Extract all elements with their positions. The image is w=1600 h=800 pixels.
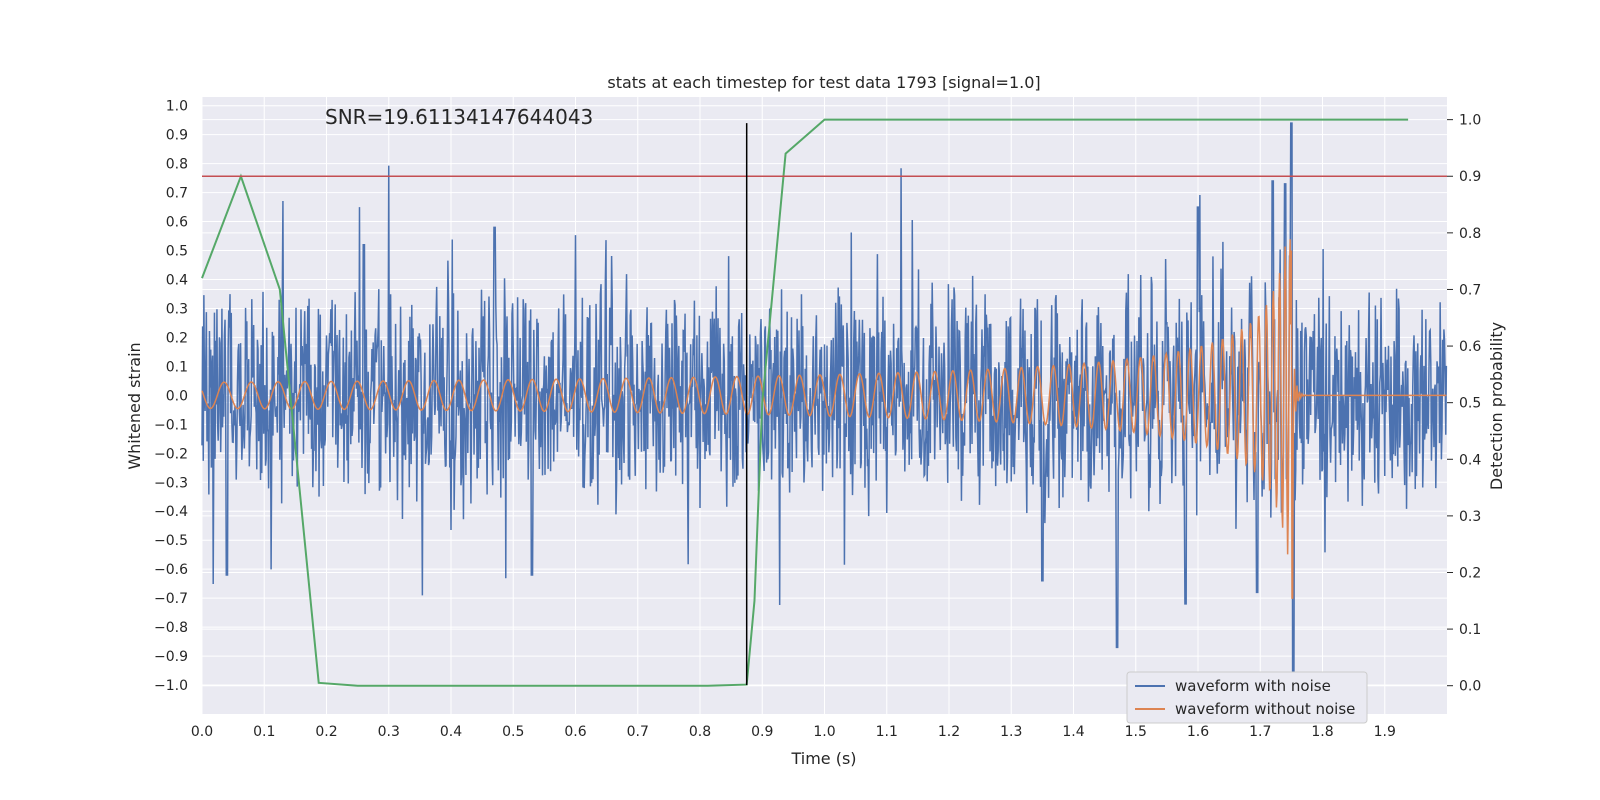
y-tick-label: 0.8 [166,157,188,173]
y-tick-label: −0.2 [154,446,188,462]
x-tick-label: 0.0 [191,724,213,740]
x-tick-label: 1.7 [1249,724,1271,740]
x-tick-label: 0.1 [253,724,275,740]
y-tick-label: 0.2 [166,330,188,346]
x-tick-label: 1.9 [1374,724,1396,740]
chart-title: stats at each timestep for test data 179… [607,73,1040,92]
y-tick-label: −0.3 [154,475,188,491]
plot-content [201,118,1448,701]
y-right-tick-label: 0.4 [1459,452,1481,468]
legend-label-noise: waveform with noise [1175,677,1331,695]
y-tick-label: 0.1 [166,359,188,375]
y-axis-label-right: Detection probability [1487,322,1506,490]
x-tick-label: 1.6 [1187,724,1209,740]
x-tick-label: 0.2 [315,724,337,740]
y-tick-label: −0.5 [154,533,188,549]
y-right-tick-label: 0.7 [1459,282,1481,298]
series-detection-probability [201,118,1409,687]
y-tick-label: 0.7 [166,186,188,202]
x-tick-label: 0.6 [564,724,586,740]
y-right-tick-label: 0.9 [1459,169,1481,185]
y-right-tick-label: 0.2 [1459,565,1481,581]
y-tick-label: 0.5 [166,244,188,260]
x-tick-label: 0.5 [502,724,524,740]
axes-ticks: 0.0 0.1 0.2 0.3 0.4 0.5 0.6 0.7 0.8 0.9 1.0 1.1 1.2 1… [154,99,1481,740]
legend: waveform with noise waveform without noi… [1126,671,1368,724]
x-tick-label: 1.3 [1000,724,1022,740]
series-waveform-without-noise [201,239,1447,599]
legend-box [1126,671,1368,724]
x-tick-label: 1.4 [1062,724,1084,740]
y-tick-label: −0.9 [154,649,188,665]
y-tick-label: 1.0 [166,99,188,115]
y-right-tick-label: 0.8 [1459,226,1481,242]
snr-annotation: SNR=19.61134147644043 [325,105,593,129]
x-tick-label: 0.9 [751,724,773,740]
y-tick-label: −0.8 [154,620,188,636]
y-tick-label: 0.0 [166,388,188,404]
y-right-tick-label: 0.1 [1459,622,1481,638]
y-tick-label: −0.6 [154,562,188,578]
x-axis-label: Time (s) [790,749,856,768]
x-tick-label: 1.1 [876,724,898,740]
x-tick-label: 1.8 [1311,724,1333,740]
y-tick-label: −0.4 [154,504,188,520]
y-right-tick-label: 0.0 [1459,679,1481,695]
x-tick-label: 1.2 [938,724,960,740]
series-waveform-with-noise [201,122,1448,701]
y-tick-label: −1.0 [154,678,188,694]
x-tick-label: 0.8 [689,724,711,740]
x-tick-label: 0.7 [627,724,649,740]
x-tick-label: 0.4 [440,724,462,740]
y-right-tick-label: 0.3 [1459,509,1481,525]
y-tick-label: 0.9 [166,128,188,144]
x-tick-label: 0.3 [378,724,400,740]
x-tick-label: 1.0 [813,724,835,740]
y-tick-label: 0.4 [166,272,188,288]
y-tick-label: −0.7 [154,591,188,607]
legend-label-clean: waveform without noise [1175,700,1355,718]
y-right-tick-label: 0.5 [1459,396,1481,412]
y-axis-label: Whitened strain [125,342,144,469]
y-tick-label: −0.1 [154,417,188,433]
y-right-tick-label: 1.0 [1459,113,1481,129]
y-tick-label: 0.3 [166,301,188,317]
y-tick-label: 0.6 [166,215,188,231]
y-right-tick-label: 0.6 [1459,339,1481,355]
x-tick-label: 1.5 [1125,724,1147,740]
